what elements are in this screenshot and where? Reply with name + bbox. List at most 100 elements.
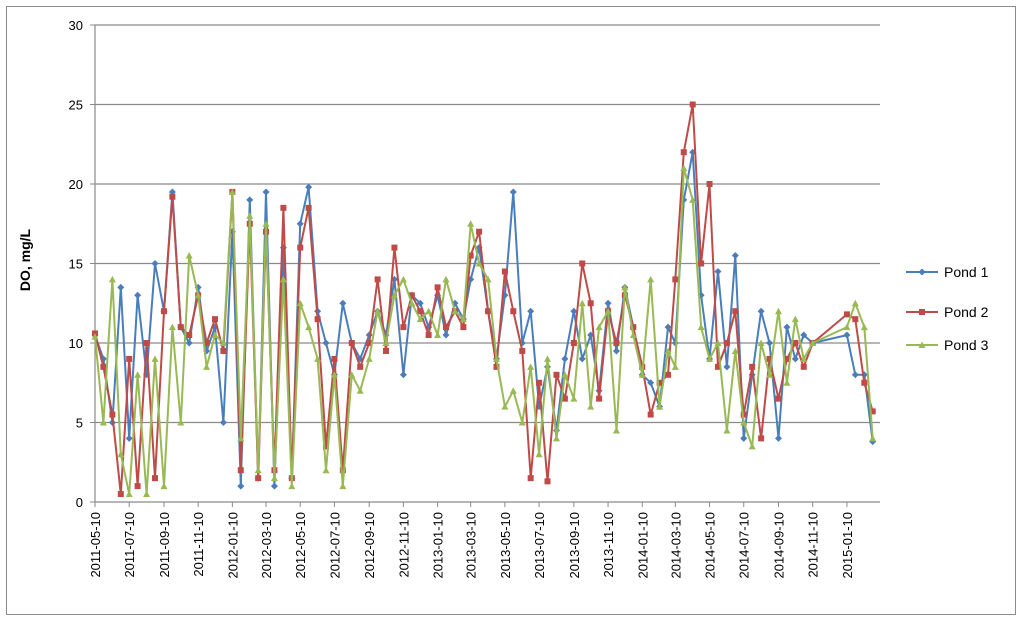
data-point [339, 299, 347, 307]
data-point [323, 443, 330, 450]
x-tick-label: 2014-11-10 [806, 512, 821, 578]
data-point [723, 363, 731, 371]
data-point [783, 355, 790, 362]
data-point [134, 371, 142, 378]
legend-label: Pond 3 [944, 337, 989, 353]
data-point [843, 311, 850, 318]
data-point [399, 275, 407, 283]
legend-label: Pond 2 [944, 304, 989, 320]
data-point [330, 371, 338, 378]
data-point [108, 275, 116, 283]
y-tick-label: 30 [69, 18, 83, 33]
data-point [416, 299, 424, 307]
data-point [296, 299, 304, 307]
data-point [638, 371, 646, 378]
data-point [280, 204, 287, 211]
x-tick-label: 2011-07-10 [122, 512, 137, 578]
data-point [305, 323, 313, 331]
data-point [151, 475, 158, 482]
data-point [126, 355, 133, 362]
data-point [527, 475, 534, 482]
data-point [714, 363, 721, 370]
data-point [758, 435, 765, 442]
series-3 [91, 164, 877, 498]
data-point [680, 149, 687, 156]
data-point [390, 291, 398, 299]
data-point [535, 450, 543, 458]
data-point [527, 363, 535, 370]
data-point [791, 355, 799, 363]
data-point [168, 323, 176, 331]
data-point [425, 307, 433, 315]
data-point [587, 300, 594, 307]
data-point [647, 275, 655, 283]
data-point [596, 395, 603, 402]
data-point [749, 363, 756, 370]
x-tick-label: 2013-05-10 [498, 512, 513, 579]
data-point [672, 276, 679, 283]
data-point [408, 299, 416, 307]
data-point [664, 347, 672, 354]
data-point [270, 482, 278, 490]
data-point [416, 315, 424, 323]
data-point [775, 307, 783, 315]
data-point [501, 403, 509, 410]
y-tick-label: 10 [69, 336, 83, 351]
data-point [237, 482, 245, 490]
data-point [220, 347, 227, 354]
data-point [723, 426, 731, 434]
legend-marker [919, 309, 925, 315]
data-point [775, 434, 783, 442]
data-point [297, 244, 304, 251]
data-point [791, 315, 799, 323]
data-point [869, 408, 876, 415]
data-point [160, 308, 167, 315]
data-point [348, 340, 355, 346]
data-point [553, 371, 560, 378]
y-tick-label: 25 [69, 98, 83, 113]
data-point [852, 316, 859, 323]
data-point [279, 275, 287, 283]
data-point [117, 450, 125, 458]
data-point [451, 307, 459, 315]
data-point [561, 371, 569, 378]
x-tick-label: 2014-01-10 [635, 512, 650, 579]
data-point [732, 308, 739, 315]
legend-item-3: Pond 3 [906, 337, 989, 353]
data-point [117, 283, 125, 291]
data-point [485, 308, 492, 315]
series-group [91, 101, 877, 498]
data-point [714, 267, 722, 275]
data-point [809, 339, 817, 346]
data-point [757, 339, 765, 346]
data-point [706, 355, 714, 362]
data-point [792, 340, 799, 346]
data-point [536, 379, 543, 386]
x-tick-label: 2014-07-10 [737, 512, 752, 579]
data-point [757, 307, 765, 315]
legend-item-2: Pond 2 [906, 304, 989, 320]
data-point [860, 323, 868, 331]
data-point [305, 183, 313, 191]
data-point [800, 331, 808, 339]
y-tick-label: 5 [76, 416, 83, 431]
data-point [665, 371, 672, 378]
data-point [561, 355, 569, 363]
data-point [570, 340, 577, 346]
data-point [203, 340, 210, 346]
data-point [109, 411, 116, 418]
legend: Pond 1 Pond 2 Pond 3 [906, 264, 989, 353]
data-point [731, 347, 739, 354]
data-point [587, 403, 595, 410]
data-point [279, 244, 287, 252]
data-point [296, 220, 304, 228]
data-point [374, 307, 382, 315]
data-point [766, 371, 774, 378]
data-point [400, 324, 407, 331]
data-point [356, 387, 364, 394]
x-tick-label: 2012-05-10 [293, 512, 308, 579]
data-point [314, 355, 322, 362]
x-tick-label: 2014-09-10 [772, 512, 787, 579]
data-point [460, 324, 467, 331]
data-point [869, 434, 877, 442]
